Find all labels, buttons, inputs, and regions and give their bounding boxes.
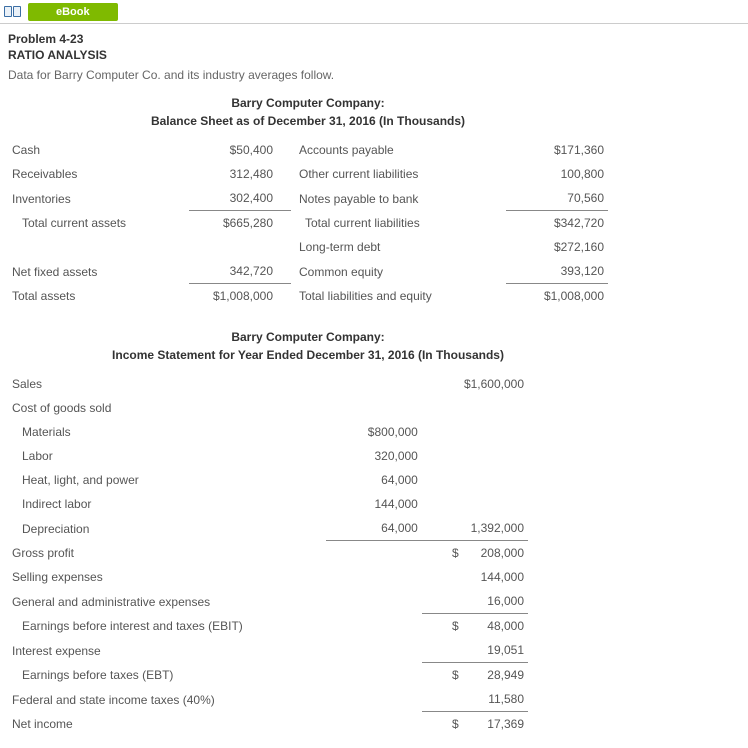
is-col2 [422, 444, 528, 468]
is-col2: $17,369 [422, 712, 528, 737]
bs-left-label: Total current assets [8, 211, 189, 236]
is-col1 [326, 396, 422, 420]
is-label: Heat, light, and power [8, 468, 326, 492]
bs-right-value: 100,800 [506, 162, 608, 186]
bs-left-value: $50,400 [189, 138, 291, 162]
is-label: Sales [8, 372, 326, 396]
is-col2: 1,392,000 [422, 516, 528, 541]
bs-right-label: Common equity [291, 259, 506, 284]
bs-left-value [189, 235, 291, 259]
is-label: Interest expense [8, 638, 326, 663]
is-col1 [326, 663, 422, 688]
is-company: Barry Computer Company: [8, 330, 608, 344]
bs-left-label: Cash [8, 138, 189, 162]
bs-right-label: Accounts payable [291, 138, 506, 162]
is-label: Gross profit [8, 541, 326, 566]
bs-left-value: 312,480 [189, 162, 291, 186]
bs-right-value: 70,560 [506, 186, 608, 211]
is-col2: 16,000 [422, 589, 528, 614]
bs-left-value: 302,400 [189, 186, 291, 211]
is-col1 [326, 589, 422, 614]
is-col2: $1,600,000 [422, 372, 528, 396]
is-col1 [326, 712, 422, 737]
bs-company: Barry Computer Company: [8, 96, 608, 110]
is-label: Labor [8, 444, 326, 468]
bs-right-value: $171,360 [506, 138, 608, 162]
bs-left-value: $665,280 [189, 211, 291, 236]
bs-left-label: Net fixed assets [8, 259, 189, 284]
is-col1 [326, 687, 422, 712]
bs-right-value: $1,008,000 [506, 284, 608, 309]
bs-right-label: Notes payable to bank [291, 186, 506, 211]
balance-sheet-table: Cash$50,400Accounts payable$171,360 Recei… [8, 138, 608, 308]
is-col1: 144,000 [326, 492, 422, 516]
is-label: Cost of goods sold [8, 396, 326, 420]
is-label: Selling expenses [8, 565, 326, 589]
bs-left-value: $1,008,000 [189, 284, 291, 309]
is-col2 [422, 420, 528, 444]
is-col2 [422, 468, 528, 492]
problem-number: Problem 4-23 [8, 32, 740, 46]
is-col2: 11,580 [422, 687, 528, 712]
is-col1 [326, 638, 422, 663]
is-col2: $48,000 [422, 614, 528, 639]
is-col1 [326, 614, 422, 639]
ebook-toolbar: eBook [0, 0, 748, 24]
is-label: Earnings before interest and taxes (EBIT… [8, 614, 326, 639]
bs-right-label: Other current liabilities [291, 162, 506, 186]
bs-left-label [8, 235, 189, 259]
content-area: Problem 4-23 RATIO ANALYSIS Data for Bar… [0, 24, 748, 748]
is-col1 [326, 541, 422, 566]
bs-left-label: Inventories [8, 186, 189, 211]
problem-intro: Data for Barry Computer Co. and its indu… [8, 68, 740, 82]
bs-right-label: Long-term debt [291, 235, 506, 259]
is-subtitle: Income Statement for Year Ended December… [8, 348, 608, 362]
is-label: Depreciation [8, 516, 326, 541]
is-label: Materials [8, 420, 326, 444]
is-label: Indirect labor [8, 492, 326, 516]
is-label: General and administrative expenses [8, 589, 326, 614]
is-col1 [326, 565, 422, 589]
bs-left-label: Total assets [8, 284, 189, 309]
is-col1 [326, 372, 422, 396]
bs-right-label: Total current liabilities [291, 211, 506, 236]
is-col1: 64,000 [326, 516, 422, 541]
is-col1: 320,000 [326, 444, 422, 468]
book-icon [4, 5, 22, 19]
bs-subtitle: Balance Sheet as of December 31, 2016 (I… [8, 114, 608, 128]
is-col1: $800,000 [326, 420, 422, 444]
income-statement-table: Sales $1,600,000 Cost of goods soldMateria… [8, 372, 528, 736]
is-col1: 64,000 [326, 468, 422, 492]
ebook-button[interactable]: eBook [28, 3, 118, 21]
bs-left-value: 342,720 [189, 259, 291, 284]
is-col2 [422, 492, 528, 516]
is-col2 [422, 396, 528, 420]
problem-title: RATIO ANALYSIS [8, 48, 740, 62]
bs-right-value: $342,720 [506, 211, 608, 236]
is-col2: $208,000 [422, 541, 528, 566]
is-label: Federal and state income taxes (40%) [8, 687, 326, 712]
bs-right-value: 393,120 [506, 259, 608, 284]
is-label: Earnings before taxes (EBT) [8, 663, 326, 688]
bs-right-value: $272,160 [506, 235, 608, 259]
is-col2: 144,000 [422, 565, 528, 589]
bs-right-label: Total liabilities and equity [291, 284, 506, 309]
is-col2: 19,051 [422, 638, 528, 663]
is-label: Net income [8, 712, 326, 737]
is-col2: $28,949 [422, 663, 528, 688]
bs-left-label: Receivables [8, 162, 189, 186]
